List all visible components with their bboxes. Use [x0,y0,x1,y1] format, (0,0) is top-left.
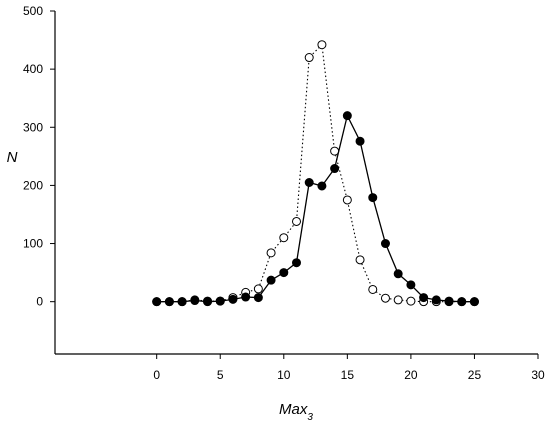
data-point-filled [317,181,327,191]
series-line-filled [156,113,475,303]
data-point-filled [457,297,467,307]
data-point-filled [279,268,289,278]
data-point-filled [215,296,225,306]
y-tick-label: 0 [36,295,43,309]
data-point-open [380,293,390,303]
x-axis-title-subscript: 3 [307,412,313,423]
data-point-filled [292,258,301,268]
data-point-open [317,40,327,50]
series-layer [152,40,479,307]
data-point-open [393,295,403,305]
data-point-filled [469,297,479,307]
y-axis-title: N [7,149,18,166]
data-point-filled [431,295,441,305]
x-tick-label: 15 [341,368,355,382]
y-tick-label: 400 [23,62,43,76]
y-tick-label: 100 [23,237,43,251]
y-tick-label: 500 [23,4,43,18]
data-point-filled [228,294,238,304]
data-point-open [279,233,289,243]
data-point-open [330,146,340,156]
series-line-open [156,43,475,303]
x-tick-label: 30 [531,368,545,382]
data-point-filled [355,136,365,146]
data-point-filled [444,296,454,306]
data-point-filled [393,269,403,279]
x-tick-label: 25 [468,368,482,382]
data-point-filled [368,193,378,203]
data-point-filled [380,239,390,249]
data-point-filled [342,111,352,121]
axes: 0 100 200 300 400 500 0 5 10 15 20 25 30 [23,4,545,382]
data-point-open [355,255,365,265]
data-point-filled [266,275,276,285]
data-point-open [266,248,276,258]
data-point-filled [304,178,314,187]
x-tick-label: 0 [153,368,160,382]
x-tick-label: 20 [404,368,418,382]
data-point-filled [241,292,251,302]
data-point-open [368,284,378,294]
data-point-filled [152,297,162,307]
data-point-open [406,296,416,306]
y-tick-label: 300 [23,120,43,134]
x-axis-title-main: Max [279,401,308,418]
data-point-filled [253,293,263,303]
data-point-open [342,195,352,205]
data-point-filled [406,280,416,290]
data-point-filled [164,297,174,307]
data-point-filled [419,293,429,303]
data-point-open [253,284,263,294]
x-axis-title: Max3 [279,401,313,423]
data-point-open [292,216,301,226]
data-point-filled [203,297,213,307]
data-point-filled [177,297,187,307]
y-tick-label: 200 [23,178,43,192]
data-point-filled [330,164,340,174]
x-tick-label: 10 [277,368,291,382]
x-tick-label: 5 [217,368,224,382]
data-point-filled [190,296,200,306]
data-point-open [304,53,314,63]
